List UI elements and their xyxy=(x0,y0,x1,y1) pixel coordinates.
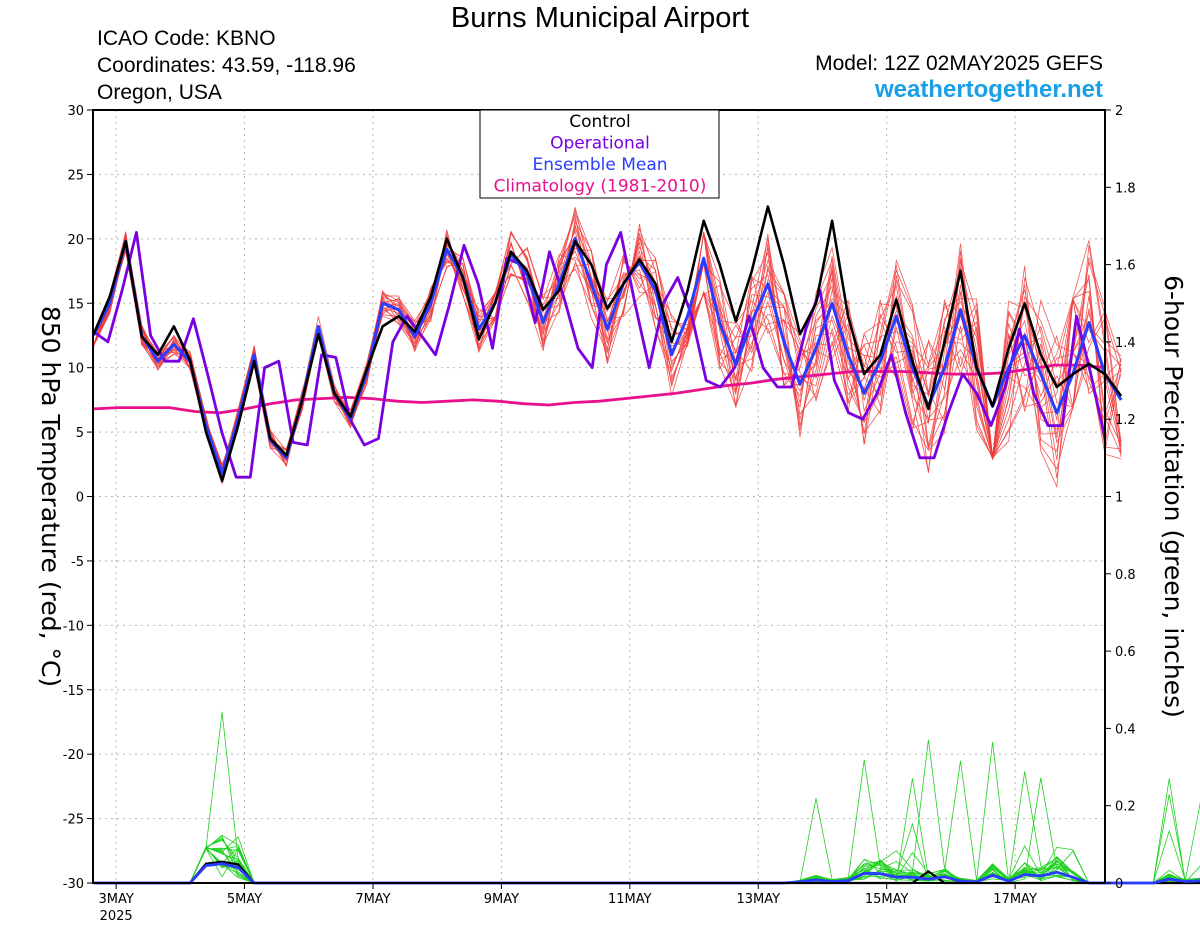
legend-control: Control xyxy=(569,112,630,132)
operational-line xyxy=(92,230,1107,479)
temp-member-line xyxy=(93,233,1122,473)
legend-box xyxy=(479,109,720,199)
y2-tick-label: 1.2 xyxy=(1115,413,1136,428)
x-tick-label: 11MAY xyxy=(608,892,652,907)
y2-tick-label: 0.8 xyxy=(1115,568,1136,583)
precip-member-line xyxy=(93,798,1200,884)
y2-tick-label: 2 xyxy=(1115,104,1123,119)
precip-member-line xyxy=(93,778,1200,884)
y-axis-label: 850 hPa Temperature (red, °C) xyxy=(36,306,65,687)
legend-operational: Operational xyxy=(550,134,650,154)
chart-title: Burns Municipal Airport xyxy=(450,2,750,34)
y2-tick-label: 0.4 xyxy=(1115,722,1136,737)
y2-axis-label: 6-hour Precipitation (green, inches) xyxy=(1159,275,1188,718)
y-tick-label: 25 xyxy=(67,168,84,183)
y-tick-label: -5 xyxy=(71,555,84,570)
precip-member-line xyxy=(93,771,1200,884)
right-axis-ticks: 2 1.8 1.6 1.4 1.2 1 0.8 0.6 0.4 0.2 0 xyxy=(1105,104,1136,892)
precip-member-line xyxy=(93,711,1200,884)
y2-tick-label: 0.6 xyxy=(1115,645,1136,660)
model-run: Model: 12Z 02MAY2025 GEFS xyxy=(815,52,1103,75)
precip-member-line xyxy=(93,777,1200,884)
legend-climatology: Climatology (1981-2010) xyxy=(494,177,707,197)
y2-tick-label: 1.8 xyxy=(1115,181,1136,196)
x-axis-ticks: 3MAY 5MAY 7MAY 9MAY 11MAY 13MAY 15MAY 17MAY xyxy=(98,883,1037,907)
precip-member-line xyxy=(93,741,1200,884)
site-name: weathertogether.net xyxy=(874,76,1103,103)
legend-ensemble-mean: Ensemble Mean xyxy=(532,155,667,175)
y-tick-label: 15 xyxy=(67,297,84,312)
y-tick-label: 5 xyxy=(76,426,84,441)
x-tick-label: 17MAY xyxy=(993,892,1037,907)
x-tick-label: 5MAY xyxy=(227,892,262,907)
y-tick-label: -15 xyxy=(63,684,84,699)
y-tick-label: 10 xyxy=(67,362,84,377)
x-tick-label: 15MAY xyxy=(865,892,909,907)
year-label: 2025 xyxy=(100,909,133,924)
y-tick-label: 30 xyxy=(67,104,84,119)
y2-tick-label: 1.6 xyxy=(1115,259,1136,274)
y-tick-label: -20 xyxy=(63,748,84,763)
x-tick-label: 9MAY xyxy=(484,892,519,907)
legend: Control Operational Ensemble Mean Climat… xyxy=(479,109,720,199)
x-tick-label: 3MAY xyxy=(98,892,133,907)
y2-tick-label: 1.4 xyxy=(1115,336,1136,351)
coordinates: Coordinates: 43.59, -118.96 xyxy=(97,54,356,77)
y-tick-label: -10 xyxy=(63,619,84,634)
left-axis-ticks: 30 25 20 15 10 5 0 -5 -10 -15 -20 -25 -30 xyxy=(63,104,93,892)
y-tick-label: 20 xyxy=(67,233,84,248)
y2-tick-label: 1 xyxy=(1115,491,1123,506)
y2-tick-label: 0 xyxy=(1115,877,1123,892)
y-tick-label: -30 xyxy=(63,877,84,892)
temp-ensemble-members xyxy=(93,207,1122,489)
gridlines xyxy=(93,110,1105,883)
precip-member-line xyxy=(93,778,1200,884)
x-tick-label: 13MAY xyxy=(736,892,780,907)
precip-member-line xyxy=(93,739,1200,884)
precip-ensemble-members xyxy=(93,711,1200,884)
control-line xyxy=(92,205,1123,483)
region: Oregon, USA xyxy=(97,81,222,104)
y-tick-label: -25 xyxy=(63,813,84,828)
icao-code: ICAO Code: KBNO xyxy=(97,27,276,50)
x-tick-label: 7MAY xyxy=(355,892,390,907)
y2-tick-label: 0.2 xyxy=(1115,800,1136,815)
y-tick-label: 0 xyxy=(76,491,84,506)
